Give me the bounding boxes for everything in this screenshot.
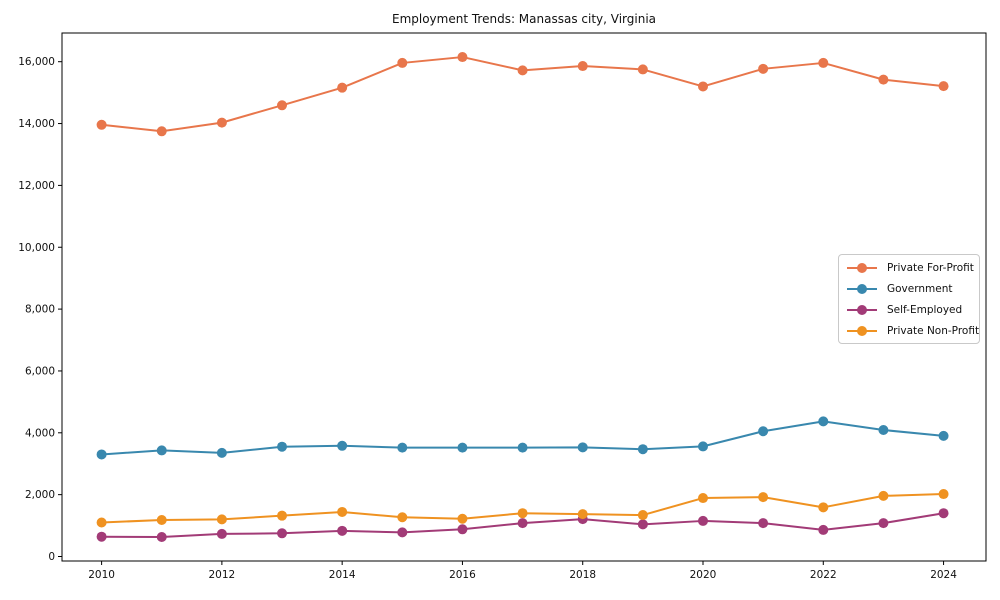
legend-dot-icon bbox=[857, 283, 867, 294]
chart-legend: Private For-Profit Government Self-Employe… bbox=[838, 254, 980, 344]
x-tick-label: 2022 bbox=[810, 569, 837, 581]
data-point-private-non-profit-2015 bbox=[397, 512, 408, 523]
data-point-government-2011 bbox=[156, 445, 167, 456]
data-point-private-for-profit-2014 bbox=[337, 82, 348, 93]
legend-line-marker-icon bbox=[847, 304, 877, 315]
data-point-self-employed-2019 bbox=[637, 519, 648, 530]
data-point-private-non-profit-2017 bbox=[517, 508, 528, 519]
y-tick-label: 6,000 bbox=[25, 365, 55, 377]
y-tick-label: 0 bbox=[48, 551, 55, 563]
data-point-government-2012 bbox=[216, 447, 227, 458]
data-point-private-non-profit-2023 bbox=[878, 490, 889, 501]
data-point-government-2019 bbox=[637, 444, 648, 455]
legend-label: Self-Employed bbox=[887, 303, 963, 316]
legend-item-private-for-profit: Private For-Profit bbox=[839, 257, 979, 278]
legend-line-marker-icon bbox=[847, 283, 877, 294]
data-point-private-non-profit-2013 bbox=[277, 510, 288, 521]
data-point-private-for-profit-2012 bbox=[216, 117, 227, 128]
data-point-private-for-profit-2017 bbox=[517, 65, 528, 76]
legend-label: Private Non-Profit bbox=[887, 324, 980, 337]
y-tick-label: 8,000 bbox=[25, 304, 55, 316]
data-point-self-employed-2015 bbox=[397, 527, 408, 538]
data-point-government-2020 bbox=[698, 441, 708, 452]
data-point-private-for-profit-2016 bbox=[457, 52, 468, 63]
x-tick-label: 2010 bbox=[88, 569, 115, 581]
data-point-government-2015 bbox=[397, 442, 408, 453]
data-point-private-non-profit-2024 bbox=[938, 489, 949, 500]
legend-item-government: Government bbox=[839, 278, 979, 299]
x-tick-label: 2012 bbox=[209, 569, 236, 581]
data-point-government-2016 bbox=[457, 442, 468, 453]
data-point-private-non-profit-2022 bbox=[818, 502, 829, 513]
data-point-private-non-profit-2016 bbox=[457, 513, 468, 524]
data-point-private-for-profit-2021 bbox=[758, 63, 769, 74]
y-tick-label: 4,000 bbox=[25, 427, 55, 439]
data-point-self-employed-2021 bbox=[758, 518, 769, 529]
data-point-government-2014 bbox=[337, 440, 348, 451]
y-tick-label: 2,000 bbox=[25, 489, 55, 501]
y-tick-label: 12,000 bbox=[18, 180, 55, 192]
data-point-government-2023 bbox=[878, 425, 889, 436]
data-point-private-for-profit-2015 bbox=[397, 57, 408, 68]
data-point-government-2013 bbox=[277, 441, 288, 452]
chart-title: Employment Trends: Manassas city, Virgin… bbox=[391, 12, 657, 26]
data-point-private-non-profit-2014 bbox=[337, 506, 348, 517]
x-tick-label: 2024 bbox=[930, 569, 957, 581]
data-point-government-2021 bbox=[758, 426, 769, 437]
data-point-self-employed-2010 bbox=[96, 531, 107, 542]
data-point-self-employed-2011 bbox=[156, 532, 167, 543]
data-point-self-employed-2017 bbox=[517, 518, 528, 529]
data-point-self-employed-2022 bbox=[818, 524, 829, 535]
legend-dot-icon bbox=[857, 325, 867, 336]
data-point-private-for-profit-2019 bbox=[637, 64, 648, 75]
legend-label: Private For-Profit bbox=[887, 261, 974, 274]
data-point-private-for-profit-2020 bbox=[698, 81, 708, 92]
legend-item-self-employed: Self-Employed bbox=[839, 299, 979, 320]
data-point-self-employed-2024 bbox=[938, 508, 949, 519]
y-tick-label: 10,000 bbox=[18, 242, 55, 254]
data-point-private-for-profit-2013 bbox=[277, 100, 288, 111]
data-point-private-for-profit-2010 bbox=[96, 119, 107, 130]
data-point-private-for-profit-2023 bbox=[878, 74, 889, 85]
data-point-self-employed-2016 bbox=[457, 524, 468, 535]
data-point-private-non-profit-2011 bbox=[156, 515, 167, 526]
legend-label: Government bbox=[887, 282, 953, 295]
x-tick-label: 2018 bbox=[569, 569, 596, 581]
data-point-self-employed-2023 bbox=[878, 518, 889, 529]
data-point-private-for-profit-2011 bbox=[156, 126, 167, 137]
data-point-self-employed-2013 bbox=[277, 528, 288, 539]
data-point-private-for-profit-2018 bbox=[577, 61, 588, 72]
data-point-government-2024 bbox=[938, 430, 949, 441]
data-point-government-2010 bbox=[96, 449, 107, 460]
x-tick-label: 2016 bbox=[449, 569, 476, 581]
data-point-private-non-profit-2019 bbox=[637, 510, 648, 521]
data-point-private-non-profit-2018 bbox=[577, 509, 588, 520]
data-point-private-non-profit-2021 bbox=[758, 492, 769, 503]
legend-item-private-non-profit: Private Non-Profit bbox=[839, 320, 979, 341]
legend-line-marker-icon bbox=[847, 262, 877, 273]
legend-line-marker-icon bbox=[847, 325, 877, 336]
data-point-private-non-profit-2020 bbox=[698, 493, 708, 504]
plot-frame bbox=[61, 32, 987, 562]
data-point-private-non-profit-2010 bbox=[96, 517, 107, 528]
data-point-government-2022 bbox=[818, 416, 829, 427]
data-point-self-employed-2020 bbox=[698, 515, 708, 526]
x-tick-label: 2020 bbox=[690, 569, 717, 581]
data-point-government-2017 bbox=[517, 442, 528, 453]
data-point-private-for-profit-2024 bbox=[938, 81, 949, 92]
data-point-self-employed-2014 bbox=[337, 525, 348, 536]
data-point-government-2018 bbox=[577, 442, 588, 453]
y-tick-label: 16,000 bbox=[18, 56, 55, 68]
x-tick-label: 2014 bbox=[329, 569, 356, 581]
legend-dot-icon bbox=[857, 304, 867, 315]
data-point-self-employed-2012 bbox=[216, 528, 227, 539]
y-tick-label: 14,000 bbox=[18, 118, 55, 130]
legend-dot-icon bbox=[857, 262, 867, 273]
data-point-private-for-profit-2022 bbox=[818, 57, 829, 68]
data-point-private-non-profit-2012 bbox=[216, 514, 227, 525]
